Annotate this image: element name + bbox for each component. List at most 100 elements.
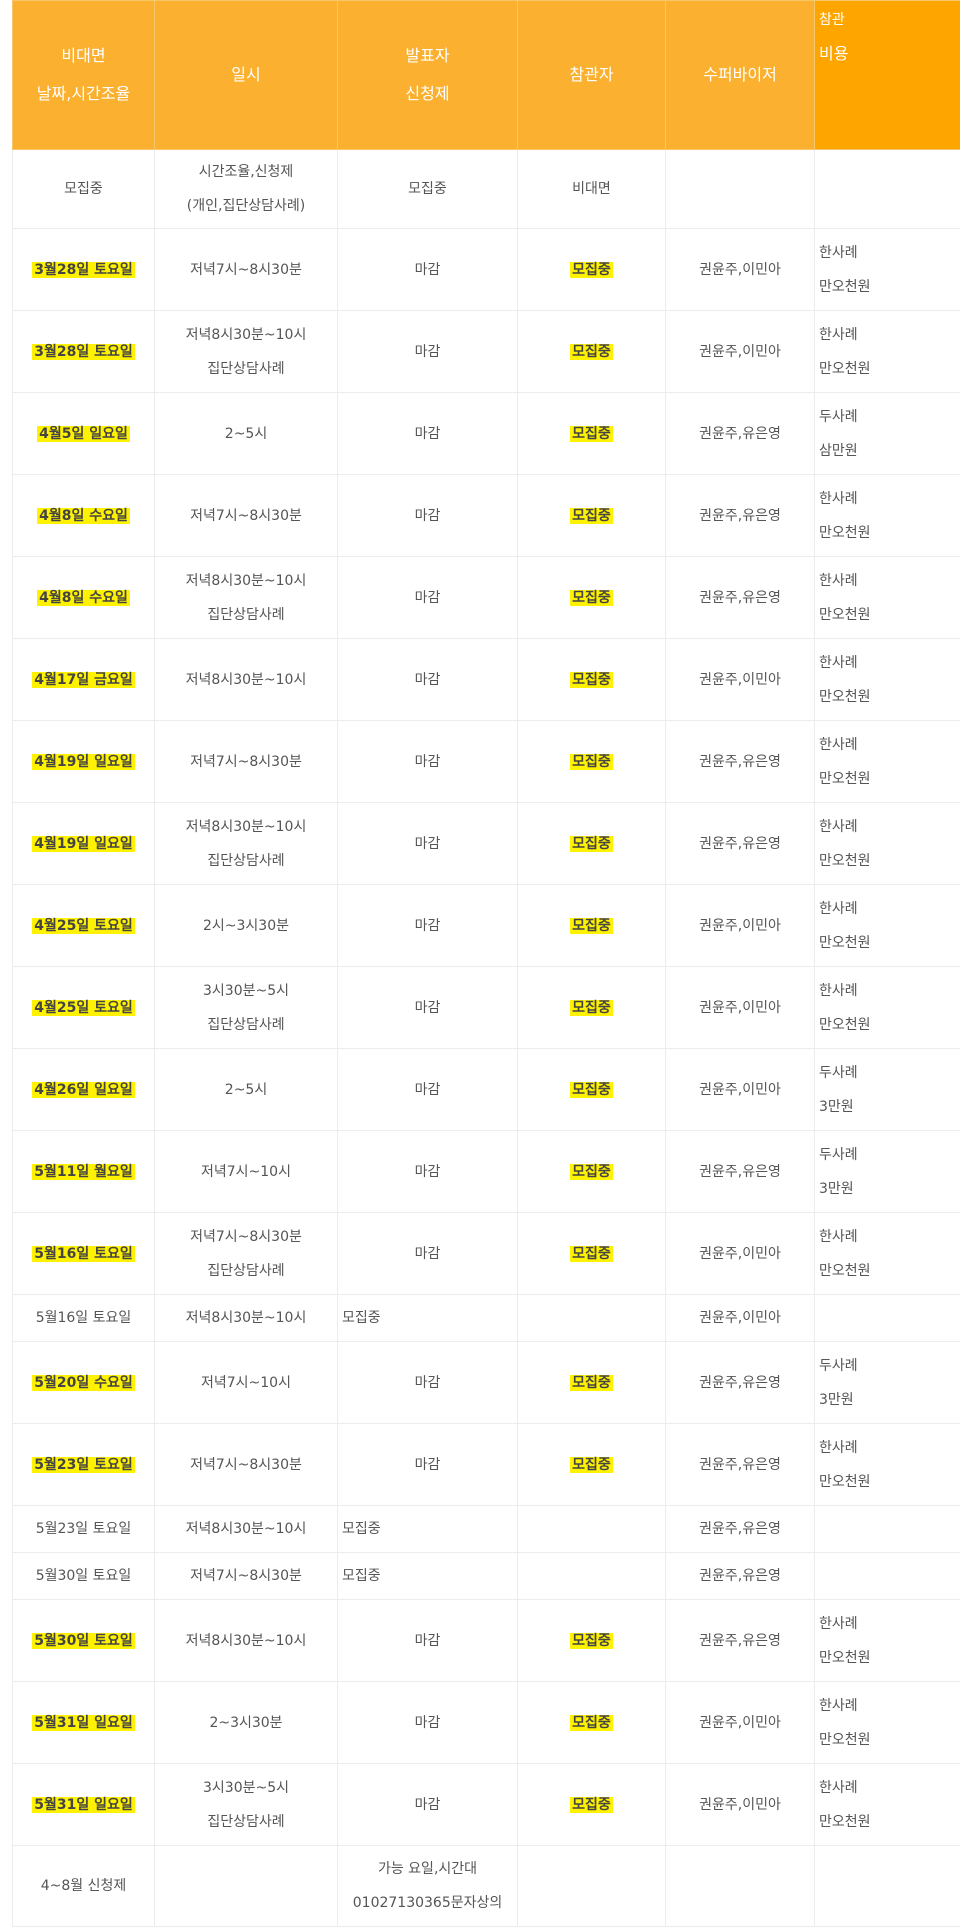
presenter-cell: 모집중 (338, 1553, 518, 1600)
cost-line: 한사례 (819, 646, 960, 680)
time-cell: 2~5시 (155, 393, 338, 475)
presenter-status: 마감 (415, 426, 441, 442)
date-text: 5월23일 토요일 (32, 1457, 135, 1473)
cost-line: 한사례 (819, 892, 960, 926)
presenter-status: 모집중 (342, 1568, 381, 1584)
observer-cell: 모집중 (518, 967, 666, 1049)
supervisor-names: 권윤주,이민아 (699, 1797, 781, 1813)
time-line: 저녁7시~8시30분 (159, 1220, 333, 1254)
observer-cell: 모집중 (518, 475, 666, 557)
time-cell: 시간조율,신청제(개인,집단상담사례) (155, 150, 338, 229)
supervisor-cell: 권윤주,유은영 (666, 475, 815, 557)
presenter-cell: 모집중 (338, 1295, 518, 1342)
observer-cell: 모집중 (518, 1342, 666, 1424)
cost-line: 만오천원 (819, 598, 960, 632)
date-text: 5월23일 토요일 (36, 1521, 132, 1537)
observer-cell: 모집중 (518, 721, 666, 803)
observer-cell: 비대면 (518, 150, 666, 229)
observer-status: 비대면 (572, 181, 611, 197)
supervisor-cell: 권윤주,유은영 (666, 393, 815, 475)
cost-line: 한사례 (819, 1431, 960, 1465)
time-line: 저녁7시~8시30분 (159, 1559, 333, 1593)
observer-status: 모집중 (570, 836, 613, 852)
cost-line: 한사례 (819, 1771, 960, 1805)
cost-line: 두사례 (819, 1138, 960, 1172)
supervisor-cell: 권윤주,이민아 (666, 1213, 815, 1295)
observer-cell (518, 1846, 666, 1927)
observer-cell: 모집중 (518, 1213, 666, 1295)
presenter-status: 마감 (415, 754, 441, 770)
cost-line: 3만원 (819, 1090, 960, 1124)
supervisor-names: 권윤주,이민아 (699, 262, 781, 278)
observer-status: 모집중 (570, 1375, 613, 1391)
observer-cell: 모집중 (518, 1682, 666, 1764)
supervisor-cell: 권윤주,유은영 (666, 1131, 815, 1213)
presenter-status: 모집중 (408, 181, 447, 197)
observer-status: 모집중 (570, 344, 613, 360)
observer-status: 모집중 (570, 918, 613, 934)
time-cell: 저녁7시~8시30분 (155, 229, 338, 311)
observer-status: 모집중 (570, 1633, 613, 1649)
observer-cell: 모집중 (518, 1049, 666, 1131)
time-cell: 저녁8시30분~10시 (155, 1600, 338, 1682)
time-line: 저녁7시~10시 (159, 1155, 333, 1189)
presenter-cell: 마감 (338, 475, 518, 557)
supervisor-cell: 권윤주,이민아 (666, 1682, 815, 1764)
date-text: 4월19일 일요일 (32, 836, 135, 852)
date-cell: 5월16일 토요일 (13, 1213, 155, 1295)
time-cell: 저녁7시~10시 (155, 1131, 338, 1213)
presenter-cell: 마감 (338, 1424, 518, 1506)
observer-cell: 모집중 (518, 639, 666, 721)
time-cell: 2시~3시30분 (155, 885, 338, 967)
date-cell: 4월17일 금요일 (13, 639, 155, 721)
presenter-status: 마감 (415, 1797, 441, 1813)
date-text: 5월11일 월요일 (32, 1164, 135, 1180)
observer-cell: 모집중 (518, 229, 666, 311)
presenter-line: 가능 요일,시간대 (342, 1852, 513, 1886)
supervisor-cell: 권윤주,유은영 (666, 1424, 815, 1506)
cost-line: 한사례 (819, 1220, 960, 1254)
supervisor-names: 권윤주,이민아 (699, 344, 781, 360)
observer-cell: 모집중 (518, 1424, 666, 1506)
cost-line: 만오천원 (819, 1254, 960, 1288)
observer-cell: 모집중 (518, 885, 666, 967)
date-text: 모집중 (64, 181, 103, 197)
observer-status: 모집중 (570, 262, 613, 278)
presenter-cell: 마감 (338, 1213, 518, 1295)
supervisor-names: 권윤주,유은영 (699, 836, 781, 852)
supervisor-cell (666, 150, 815, 229)
time-line: 저녁8시30분~10시 (159, 1624, 333, 1658)
observer-status: 모집중 (570, 508, 613, 524)
presenter-cell: 마감 (338, 311, 518, 393)
cost-line: 한사례 (819, 482, 960, 516)
observer-cell: 모집중 (518, 1131, 666, 1213)
time-line: 저녁8시30분~10시 (159, 564, 333, 598)
date-text: 5월31일 일요일 (32, 1797, 135, 1813)
time-line: 2~3시30분 (159, 1706, 333, 1740)
presenter-cell: 마감 (338, 557, 518, 639)
observer-status: 모집중 (570, 672, 613, 688)
presenter-status: 마감 (415, 672, 441, 688)
cost-line: 두사례 (819, 1349, 960, 1383)
time-line: (개인,집단상담사례) (159, 189, 333, 223)
date-text: 4월26일 일요일 (32, 1082, 135, 1098)
